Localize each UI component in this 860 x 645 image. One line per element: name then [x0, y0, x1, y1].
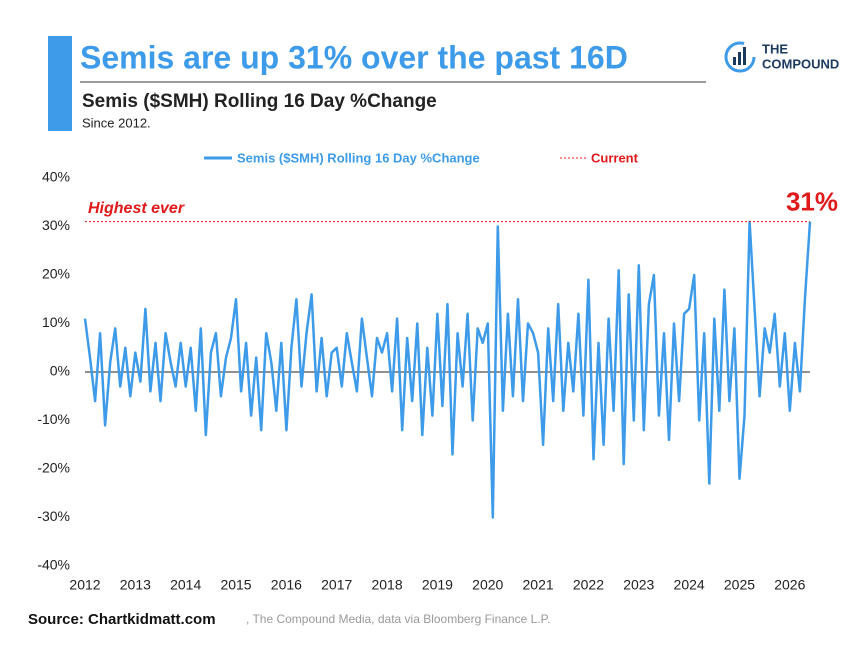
x-tick-label: 2020 — [472, 577, 503, 593]
y-tick-label: 30% — [42, 217, 70, 233]
x-tick-label: 2017 — [321, 577, 352, 593]
chart-subtitle: Semis ($SMH) Rolling 16 Day %Change — [82, 91, 437, 112]
source-detail: , The Compound Media, data via Bloomberg… — [246, 612, 550, 626]
y-tick-label: 0% — [50, 363, 70, 379]
x-tick-label: 2025 — [724, 577, 755, 593]
x-tick-label: 2026 — [774, 577, 805, 593]
y-tick-label: -10% — [37, 411, 70, 427]
logo-ring — [724, 41, 756, 73]
current-label: 31% — [786, 187, 838, 217]
logo-bar — [738, 52, 741, 65]
x-tick-label: 2019 — [422, 577, 453, 593]
x-tick-label: 2022 — [573, 577, 604, 593]
logo-bar — [743, 47, 746, 65]
x-tick-label: 2016 — [271, 577, 302, 593]
y-tick-label: 40% — [42, 169, 70, 185]
chart-note: Since 2012. — [82, 115, 151, 130]
logo-text: THE — [762, 41, 788, 56]
y-tick-label: -20% — [37, 460, 70, 476]
title-bar — [48, 36, 72, 131]
source: Source: Chartkidmatt.com — [28, 611, 216, 628]
logo-bar — [733, 57, 736, 65]
y-tick-label: -30% — [37, 508, 70, 524]
legend-label: Current — [591, 150, 639, 165]
y-tick-label: 20% — [42, 266, 70, 282]
y-tick-label: -40% — [37, 557, 70, 573]
x-tick-label: 2015 — [220, 577, 251, 593]
y-tick-label: 10% — [42, 314, 70, 330]
annotation: Highest ever — [88, 200, 185, 217]
chart-title: Semis are up 31% over the past 16D — [80, 39, 628, 75]
x-tick-label: 2013 — [120, 577, 151, 593]
logo: THE COMPOUND — [724, 41, 839, 73]
x-tick-label: 2018 — [371, 577, 402, 593]
x-tick-label: 2014 — [170, 577, 201, 593]
x-tick-label: 2012 — [69, 577, 100, 593]
series-line — [83, 220, 812, 519]
x-tick-label: 2024 — [674, 577, 705, 593]
logo-text: COMPOUND — [762, 56, 839, 71]
x-tick-label: 2021 — [523, 577, 554, 593]
x-tick-label: 2023 — [623, 577, 654, 593]
legend-label: Semis ($SMH) Rolling 16 Day %Change — [237, 150, 480, 165]
